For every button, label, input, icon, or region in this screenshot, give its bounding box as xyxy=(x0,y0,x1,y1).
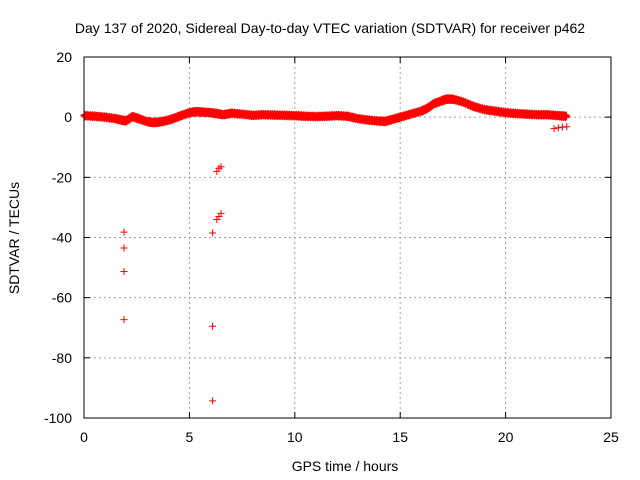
y-tick-label: 20 xyxy=(56,49,72,65)
data-point xyxy=(209,229,217,237)
x-tick-label: 10 xyxy=(287,429,303,445)
chart-title: Day 137 of 2020, Sidereal Day-to-day VTE… xyxy=(75,20,585,36)
data-point xyxy=(563,123,571,131)
data-point xyxy=(217,163,225,171)
data-point xyxy=(120,228,128,236)
data-points xyxy=(80,94,571,405)
data-point xyxy=(120,316,128,324)
data-point xyxy=(563,112,571,120)
data-point xyxy=(550,125,558,133)
y-tick-label: -80 xyxy=(52,350,72,366)
plot-frame xyxy=(83,56,612,419)
y-tick-label: -40 xyxy=(52,230,72,246)
data-point xyxy=(562,113,570,121)
data-point xyxy=(209,397,217,405)
x-tick-label: 0 xyxy=(80,429,88,445)
axis-ticks: 0 5 10 15 20 25 -100 -80 -60 -40 -20 0 20 xyxy=(44,49,619,445)
data-point xyxy=(120,244,128,252)
data-point xyxy=(554,124,562,132)
y-tick-label: -60 xyxy=(52,290,72,306)
x-axis-label: GPS time / hours xyxy=(292,458,399,474)
x-tick-label: 20 xyxy=(498,429,514,445)
y-tick-label: -20 xyxy=(52,169,72,185)
x-tick-label: 15 xyxy=(392,429,408,445)
y-tick-label: -100 xyxy=(44,410,72,426)
x-tick-label: 5 xyxy=(186,429,194,445)
y-axis-label: SDTVAR / TECUs xyxy=(6,182,22,294)
x-tick-label: 25 xyxy=(603,429,619,445)
data-point xyxy=(209,322,217,330)
y-tick-label: 0 xyxy=(64,109,72,125)
data-point xyxy=(217,209,225,217)
data-point xyxy=(120,267,128,275)
